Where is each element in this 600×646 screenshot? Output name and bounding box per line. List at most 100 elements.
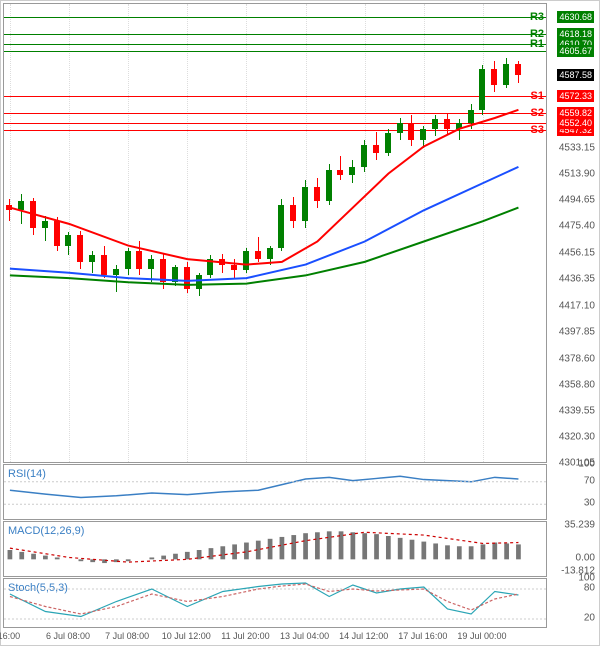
ytick: 20	[584, 613, 595, 624]
macd-bar	[126, 559, 131, 561]
ytick: 4358.80	[559, 379, 595, 390]
xtick: 17 Jul 16:00	[398, 631, 447, 641]
rsi-label: RSI(14)	[8, 468, 46, 480]
ma-red	[10, 110, 519, 265]
macd-bar	[55, 557, 60, 559]
rsi-yaxis: 3070100	[549, 464, 599, 520]
rsi-panel[interactable]: RSI(14)	[3, 464, 547, 520]
chart-container: R34630.68R24618.18R14610.70S14572.33S245…	[0, 0, 600, 646]
macd-bar	[43, 556, 48, 560]
macd-bar	[31, 554, 36, 560]
stoch-k	[10, 583, 519, 617]
macd-bar	[173, 554, 178, 560]
macd-bar	[185, 552, 190, 559]
macd-bar	[19, 552, 24, 559]
grid-line	[365, 4, 366, 462]
xtick: 16:00	[0, 631, 20, 641]
macd-bar	[220, 546, 225, 559]
macd-bar	[469, 546, 474, 559]
xtick: 13 Jul 04:00	[280, 631, 329, 641]
xtick: 14 Jul 12:00	[339, 631, 388, 641]
ytick: 4436.35	[559, 274, 595, 285]
rsi-line	[10, 476, 519, 497]
time-xaxis: 16:006 Jul 08:007 Jul 08:0010 Jul 12:001…	[3, 629, 547, 645]
macd-bar	[374, 534, 379, 559]
macd-bar	[410, 540, 415, 560]
macd-bar	[90, 559, 95, 562]
sr-line	[4, 34, 546, 35]
stoch-yaxis: 2080100	[549, 578, 599, 628]
macd-bar	[504, 543, 509, 559]
xtick: 19 Jul 00:00	[457, 631, 506, 641]
sr-label: S1	[531, 90, 544, 102]
grid-line	[246, 4, 247, 462]
macd-bar	[492, 543, 497, 560]
stoch-label: Stoch(5,5,3)	[8, 582, 68, 594]
macd-signal	[10, 532, 519, 562]
ytick: 4533.15	[559, 143, 595, 154]
sr-line	[4, 113, 546, 114]
grid-line	[187, 4, 188, 462]
xtick: 11 Jul 20:00	[221, 631, 269, 641]
macd-bar	[256, 541, 261, 560]
ytick: 100	[578, 573, 595, 584]
sr-line	[4, 44, 546, 45]
level-line	[4, 51, 546, 52]
macd-bar	[8, 550, 13, 559]
macd-bar	[114, 559, 119, 562]
macd-bar	[351, 532, 356, 559]
macd-bar	[481, 544, 486, 559]
ytick: 4456.15	[559, 247, 595, 258]
macd-bar	[339, 531, 344, 559]
grid-line	[306, 4, 307, 462]
stoch-panel[interactable]: Stoch(5,5,3)	[3, 578, 547, 628]
ytick: 4378.60	[559, 353, 595, 364]
ytick: 4475.40	[559, 221, 595, 232]
sr-label: R1	[530, 38, 544, 50]
level-line	[4, 123, 546, 124]
sr-label: R3	[530, 11, 544, 23]
macd-bar	[457, 546, 462, 559]
macd-bar	[398, 538, 403, 559]
ytick: 80	[584, 583, 595, 594]
macd-panel[interactable]: MACD(12,26,9)	[3, 521, 547, 577]
sr-line	[4, 96, 546, 97]
macd-bar	[386, 536, 391, 559]
ytick: 70	[584, 475, 595, 486]
stoch-d	[10, 584, 519, 614]
ytick: 4494.65	[559, 195, 595, 206]
macd-bar	[280, 537, 285, 559]
macd-bar	[315, 532, 320, 559]
xtick: 6 Jul 08:00	[46, 631, 90, 641]
ytick: 0.00	[576, 553, 595, 564]
sr-line	[4, 17, 546, 18]
ytick: 30	[584, 498, 595, 509]
macd-bar	[197, 550, 202, 559]
ma-blue	[10, 167, 519, 281]
macd-label: MACD(12,26,9)	[8, 525, 84, 537]
grid-line	[128, 4, 129, 462]
sr-line	[4, 130, 546, 131]
ytick: 4397.85	[559, 326, 595, 337]
macd-bar	[232, 544, 237, 559]
price-panel[interactable]: R34630.68R24618.18R14610.70S14572.33S245…	[3, 3, 547, 463]
macd-bar	[209, 548, 214, 559]
macd-bar	[445, 545, 450, 559]
sr-label: S3	[531, 124, 544, 136]
sr-label: S2	[531, 107, 544, 119]
ytick: 4339.55	[559, 405, 595, 416]
macd-bar	[244, 543, 249, 560]
macd-yaxis: -13.8120.0035.239	[549, 521, 599, 577]
macd-bar	[268, 539, 273, 560]
macd-bar	[79, 559, 84, 561]
ma-green	[10, 208, 519, 285]
ytick: 4417.10	[559, 300, 595, 311]
macd-bar	[421, 542, 426, 560]
macd-bar	[291, 535, 296, 559]
xtick: 10 Jul 12:00	[162, 631, 211, 641]
ytick: 4320.30	[559, 431, 595, 442]
grid-line	[424, 4, 425, 462]
macd-bar	[362, 533, 367, 559]
macd-bar	[161, 556, 166, 560]
macd-bar	[327, 531, 332, 559]
